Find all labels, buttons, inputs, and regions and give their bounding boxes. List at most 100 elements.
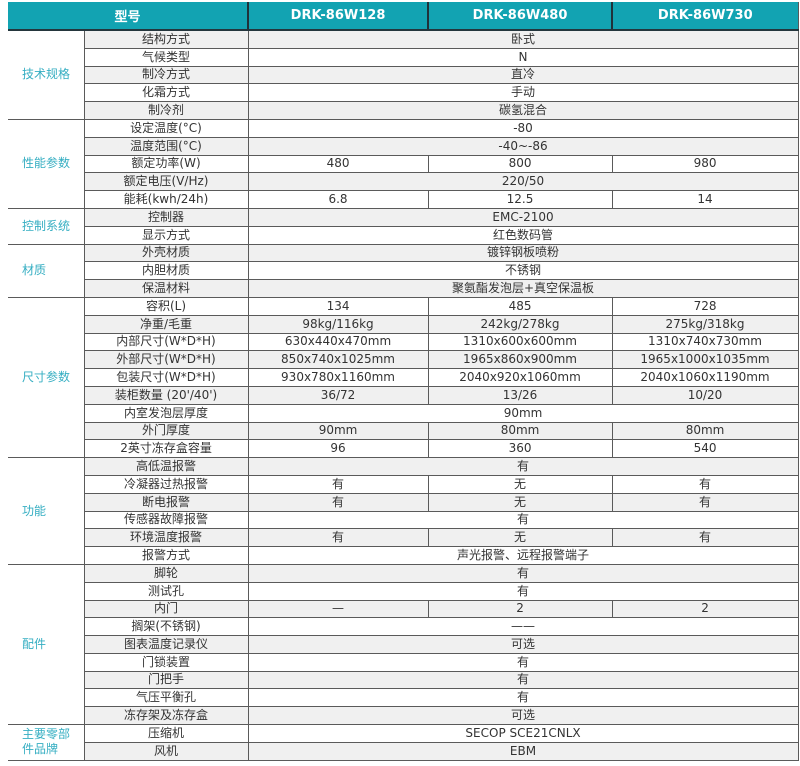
- value-cell: 480: [247, 154, 429, 174]
- table-row: 额定功率(W) 480 800 980: [8, 154, 799, 174]
- table-row: 净重/毛重 98kg/116kg 242kg/278kg 275kg/318kg: [8, 314, 799, 334]
- param-label-cell: 温度范围(°C): [83, 136, 249, 156]
- table-row: 传感器故障报警有: [8, 510, 799, 530]
- spanned-value-cell: 可选: [247, 635, 799, 654]
- category-cell: 材质: [8, 243, 85, 298]
- table-row: 测试孔有: [8, 581, 799, 601]
- table-row: 报警方式 声光报警、远程报警端子: [8, 546, 799, 565]
- value-cell: 无: [427, 492, 613, 512]
- param-label-cell: 内部尺寸(W*D*H): [83, 332, 249, 352]
- value-cell: 980: [611, 154, 799, 174]
- table-row: 装柜数量 (20'/40') 36/72 13/26 10/20: [8, 385, 799, 405]
- value-cell: 96: [247, 439, 429, 459]
- value-cell: 360: [427, 439, 613, 459]
- table-row: 温度范围(°C) -40~-86: [8, 136, 799, 156]
- table-row: 控制系统 控制器 EMC-2100: [8, 207, 799, 245]
- value-cell: 80mm: [611, 421, 799, 441]
- table-row: 内门 —2 2: [8, 599, 799, 619]
- param-label-cell: 图表温度记录仪: [83, 635, 249, 654]
- param-label-cell: 门锁装置: [83, 652, 249, 672]
- value-cell: 1965x860x900mm: [427, 350, 613, 370]
- param-label-cell: 内胆材质: [83, 261, 249, 281]
- table-row: 能耗(kwh/24h) 6.8 12.5 14: [8, 190, 799, 209]
- table-row: 性能参数 设定温度(°C) -80: [8, 118, 799, 209]
- param-label-cell: 脚轮: [83, 563, 249, 583]
- param-label-cell: 环境温度报警: [83, 528, 249, 548]
- spanned-value-cell: 手动: [247, 83, 799, 103]
- value-cell: 80mm: [427, 421, 613, 441]
- category-cell: 主要零部件品牌: [8, 724, 85, 761]
- value-cell: 2040x920x1060mm: [427, 368, 613, 387]
- table-row: 内室发泡层厚度 90mm: [8, 403, 799, 423]
- table-row: 尺寸参数 容积(L) 134 485 728: [8, 296, 799, 459]
- table-row: 包装尺寸(W*D*H) 930x780x1160mm 2040x920x1060mm…: [8, 368, 799, 387]
- table-row: 图表温度记录仪 可选: [8, 635, 799, 654]
- table-row: 制冷剂 碳氢混合: [8, 101, 799, 120]
- spanned-value-cell: 220/50: [247, 172, 799, 192]
- model-label-header: 型号: [8, 2, 249, 31]
- spanned-value-cell: 聚氨酯发泡层+真空保温板: [247, 279, 799, 298]
- spec-table: 型号 DRK-86W128 DRK-86W480 DRK-86W730 技术规格…: [8, 2, 799, 761]
- value-cell: 12.5: [427, 190, 613, 209]
- value-cell: 10/20: [611, 385, 799, 405]
- param-label-cell: 净重/毛重: [83, 314, 249, 334]
- spanned-value-cell: 声光报警、远程报警端子: [247, 546, 799, 565]
- value-cell: 有: [611, 528, 799, 548]
- spanned-value-cell: EMC-2100: [247, 207, 799, 227]
- spanned-value-cell: 有: [247, 563, 799, 583]
- value-cell: 36/72: [247, 385, 429, 405]
- value-cell: 800: [427, 154, 613, 174]
- table-row: 内部尺寸(W*D*H) 630x440x470mm 1310x600x600mm 13…: [8, 332, 799, 352]
- value-cell: 728: [611, 296, 799, 316]
- category-cell: 功能: [8, 457, 85, 565]
- param-label-cell: 风机: [83, 741, 249, 761]
- value-cell: 98kg/116kg: [247, 314, 429, 334]
- param-label-cell: 搁架(不锈钢): [83, 617, 249, 637]
- spanned-value-cell: 直冷: [247, 65, 799, 85]
- table-row: 功能 高低温报警有: [8, 457, 799, 565]
- table-row: 内胆材质 不锈钢: [8, 261, 799, 281]
- table-row: 保温材料 聚氨酯发泡层+真空保温板: [8, 279, 799, 298]
- value-cell: 1310x600x600mm: [427, 332, 613, 352]
- param-label-cell: 包装尺寸(W*D*H): [83, 368, 249, 387]
- table-row: 冷凝器过热报警有无有: [8, 474, 799, 494]
- param-label-cell: 气压平衡孔: [83, 688, 249, 708]
- spanned-value-cell: 90mm: [247, 403, 799, 423]
- param-label-cell: 冷凝器过热报警: [83, 474, 249, 494]
- value-cell: 有: [247, 474, 429, 494]
- model-column-header-1: DRK-86W128: [247, 2, 429, 31]
- value-cell: 485: [427, 296, 613, 316]
- category-cell: 性能参数: [8, 118, 85, 209]
- table-row: 断电报警有无有: [8, 492, 799, 512]
- param-label-cell: 测试孔: [83, 581, 249, 601]
- spanned-value-cell: ——: [247, 617, 799, 637]
- param-label-cell: 断电报警: [83, 492, 249, 512]
- spanned-value-cell: 有: [247, 581, 799, 601]
- table-row: 搁架(不锈钢) ——: [8, 617, 799, 637]
- category-cell: 技术规格: [8, 29, 85, 120]
- value-cell: 275kg/318kg: [611, 314, 799, 334]
- value-cell: 1965x1000x1035mm: [611, 350, 799, 370]
- param-label-cell: 化霜方式: [83, 83, 249, 103]
- table-row: 显示方式 红色数码管: [8, 225, 799, 245]
- param-label-cell: 控制器: [83, 207, 249, 227]
- value-cell: 2: [611, 599, 799, 619]
- category-cell: 尺寸参数: [8, 296, 85, 459]
- spanned-value-cell: 卧式: [247, 29, 799, 49]
- table-row: 材质 外壳材质 镀锌钢板喷粉: [8, 243, 799, 298]
- param-label-cell: 显示方式: [83, 225, 249, 245]
- value-cell: 850x740x1025mm: [247, 350, 429, 370]
- table-row: 外门厚度 90mm 80mm 80mm: [8, 421, 799, 441]
- param-label-cell: 容积(L): [83, 296, 249, 316]
- spanned-value-cell: 有: [247, 510, 799, 530]
- table-row: 环境温度报警有无有: [8, 528, 799, 548]
- value-cell: 1310x740x730mm: [611, 332, 799, 352]
- param-label-cell: 装柜数量 (20'/40'): [83, 385, 249, 405]
- value-cell: 有: [611, 492, 799, 512]
- param-label-cell: 设定温度(°C): [83, 118, 249, 138]
- param-label-cell: 门把手: [83, 670, 249, 690]
- value-cell: 930x780x1160mm: [247, 368, 429, 387]
- value-cell: 242kg/278kg: [427, 314, 613, 334]
- value-cell: 有: [611, 474, 799, 494]
- param-label-cell: 报警方式: [83, 546, 249, 565]
